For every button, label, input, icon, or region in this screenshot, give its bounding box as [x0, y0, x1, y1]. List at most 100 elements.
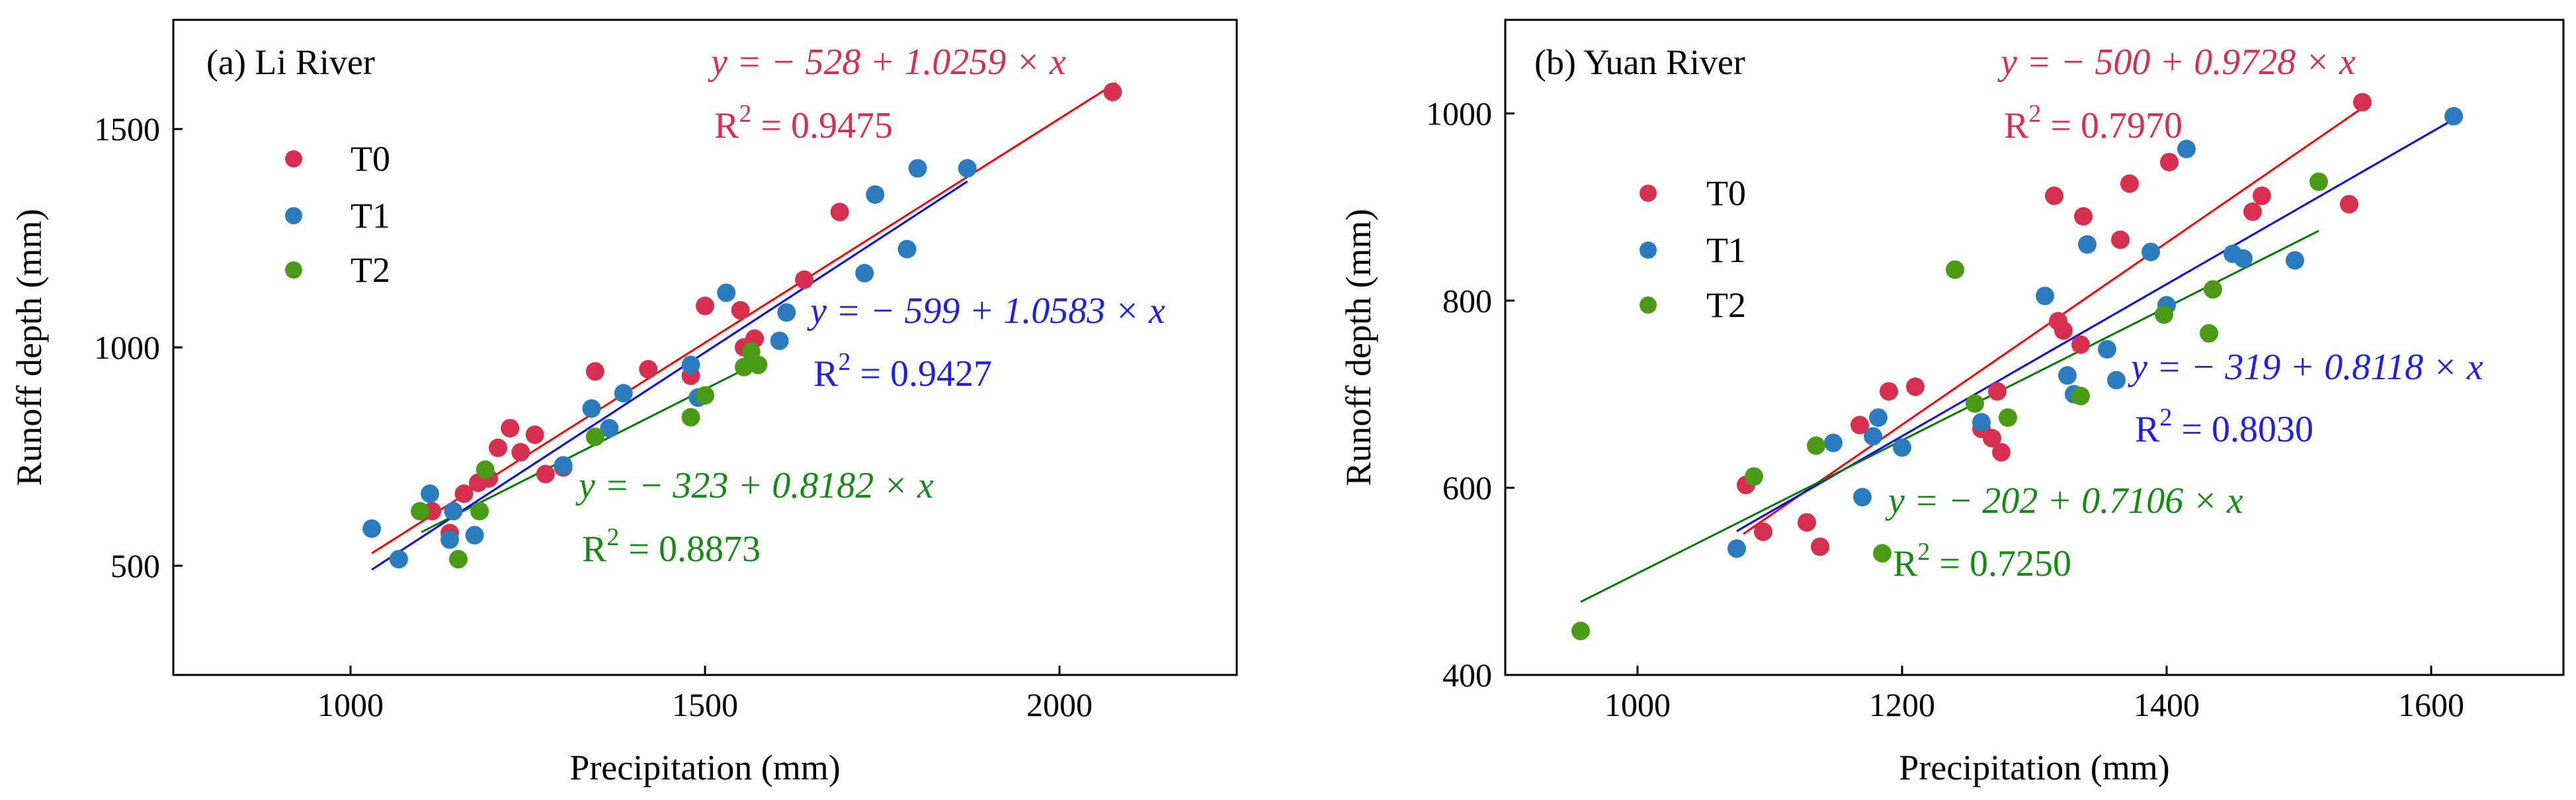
point-t0	[696, 296, 714, 316]
legend-marker-t0	[285, 150, 302, 167]
point-t0	[536, 465, 555, 484]
point-t2	[2309, 172, 2328, 191]
point-t1	[908, 159, 927, 178]
point-t1	[717, 283, 736, 302]
point-t0	[2353, 93, 2372, 112]
data-points	[1571, 93, 2463, 641]
panel-title: (b) Yuan River	[1534, 42, 1745, 82]
y-axis-title: Runoff depth (mm)	[1339, 209, 1378, 486]
point-t0	[2253, 186, 2271, 205]
point-t1	[777, 303, 796, 322]
point-t0	[1992, 443, 2011, 462]
point-t0	[2111, 230, 2130, 249]
point-t0	[585, 362, 604, 381]
point-t0	[454, 484, 474, 504]
fit-line-t2	[1580, 230, 2319, 603]
fit-r2-t0: R2 = 0.9475	[714, 100, 893, 146]
x-ticks: 1000 1200 1400 1600	[1604, 666, 2464, 723]
panel-yuan-river: (b) Yuan River Precipitation (mm) Runoff…	[1339, 19, 2565, 787]
legend-marker-t1	[1640, 242, 1657, 259]
legend-marker-t2	[1640, 296, 1657, 314]
point-t1	[770, 332, 789, 351]
fit-equation-t1: y = − 599 + 1.0583 × x	[807, 290, 1165, 332]
point-t2	[2155, 305, 2173, 324]
point-t0	[1880, 382, 1898, 401]
fit-r2-t1: R2 = 0.9427	[813, 348, 992, 394]
point-t2	[2200, 324, 2218, 343]
fit-line-t1	[371, 180, 968, 571]
point-t0	[1906, 377, 1925, 396]
y-tick-label: 500	[110, 547, 160, 584]
point-t0	[511, 443, 530, 462]
point-t1	[681, 355, 700, 375]
point-t2	[749, 355, 768, 375]
y-tick-label: 1000	[1426, 95, 1492, 132]
point-t0	[2243, 202, 2262, 221]
point-t1	[1824, 433, 1843, 453]
point-t1	[465, 525, 484, 545]
y-axis-title: Runoff depth (mm)	[9, 209, 49, 486]
point-t1	[2107, 371, 2126, 390]
point-t0	[501, 419, 520, 438]
point-t1	[421, 484, 440, 504]
y-tick-label: 1000	[94, 329, 160, 366]
point-t0	[1983, 429, 2001, 448]
fit-equation-t0: y = − 528 + 1.0259 × x	[708, 42, 1066, 83]
fit-r2-t2: R2 = 0.8873	[582, 523, 761, 570]
legend: T0 T1 T2	[1640, 173, 1746, 325]
point-t1	[897, 240, 917, 259]
point-t1	[362, 519, 382, 538]
point-t0	[1798, 513, 1816, 532]
point-t2	[448, 550, 468, 569]
point-t0	[2074, 207, 2093, 226]
point-t2	[1807, 436, 1825, 455]
legend: T0 T1 T2	[285, 139, 390, 290]
legend-label-t1: T1	[351, 196, 390, 236]
point-t0	[2340, 195, 2358, 214]
point-t2	[2071, 386, 2090, 406]
point-t2	[734, 357, 753, 377]
point-t1	[2058, 366, 2077, 385]
legend-label-t0: T0	[351, 139, 390, 179]
legend-marker-t2	[285, 261, 302, 279]
point-t2	[585, 427, 604, 447]
point-t1	[1864, 427, 1882, 446]
fit-r2-value-t2: 0.7250	[1970, 543, 2071, 584]
point-t1	[1972, 413, 1991, 432]
fit-r2-value-t1: 0.9427	[890, 353, 992, 394]
point-t1	[2177, 140, 2196, 159]
point-t0	[2054, 321, 2073, 340]
point-t1	[554, 456, 573, 475]
legend-marker-t0	[1640, 185, 1657, 202]
point-t1	[1893, 438, 1911, 457]
point-t0	[525, 425, 544, 444]
point-t2	[470, 502, 489, 521]
x-tick-label: 1500	[672, 686, 738, 723]
point-t2	[2204, 280, 2222, 299]
legend-label-t2: T2	[1706, 285, 1746, 325]
fit-r2-value-t0: 0.7970	[2081, 105, 2182, 146]
legend-label-t0: T0	[1706, 173, 1746, 213]
panel-title: (a) Li River	[206, 42, 375, 82]
point-t0	[1850, 416, 1869, 435]
y-tick-label: 800	[1442, 282, 1492, 319]
point-t0	[1103, 82, 1122, 101]
point-t1	[1727, 539, 1746, 558]
point-t2	[1745, 467, 1763, 486]
fit-r2-value-t2: 0.8873	[659, 529, 761, 570]
point-t0	[1811, 537, 1829, 556]
point-t1	[2141, 242, 2160, 261]
point-t1	[2444, 107, 2463, 126]
y-ticks: 400 600 800 1000	[1426, 95, 1515, 693]
point-t2	[476, 460, 495, 479]
plot-frame	[1504, 19, 2565, 676]
data-points	[362, 82, 1122, 569]
point-t0	[2120, 174, 2139, 193]
x-tick-label: 1600	[2398, 686, 2464, 723]
x-tick-label: 1200	[1869, 686, 1935, 723]
x-axis-title: Precipitation (mm)	[569, 748, 840, 787]
point-t0	[1754, 522, 1772, 541]
point-t1	[2036, 287, 2054, 306]
y-tick-label: 1500	[94, 111, 160, 148]
